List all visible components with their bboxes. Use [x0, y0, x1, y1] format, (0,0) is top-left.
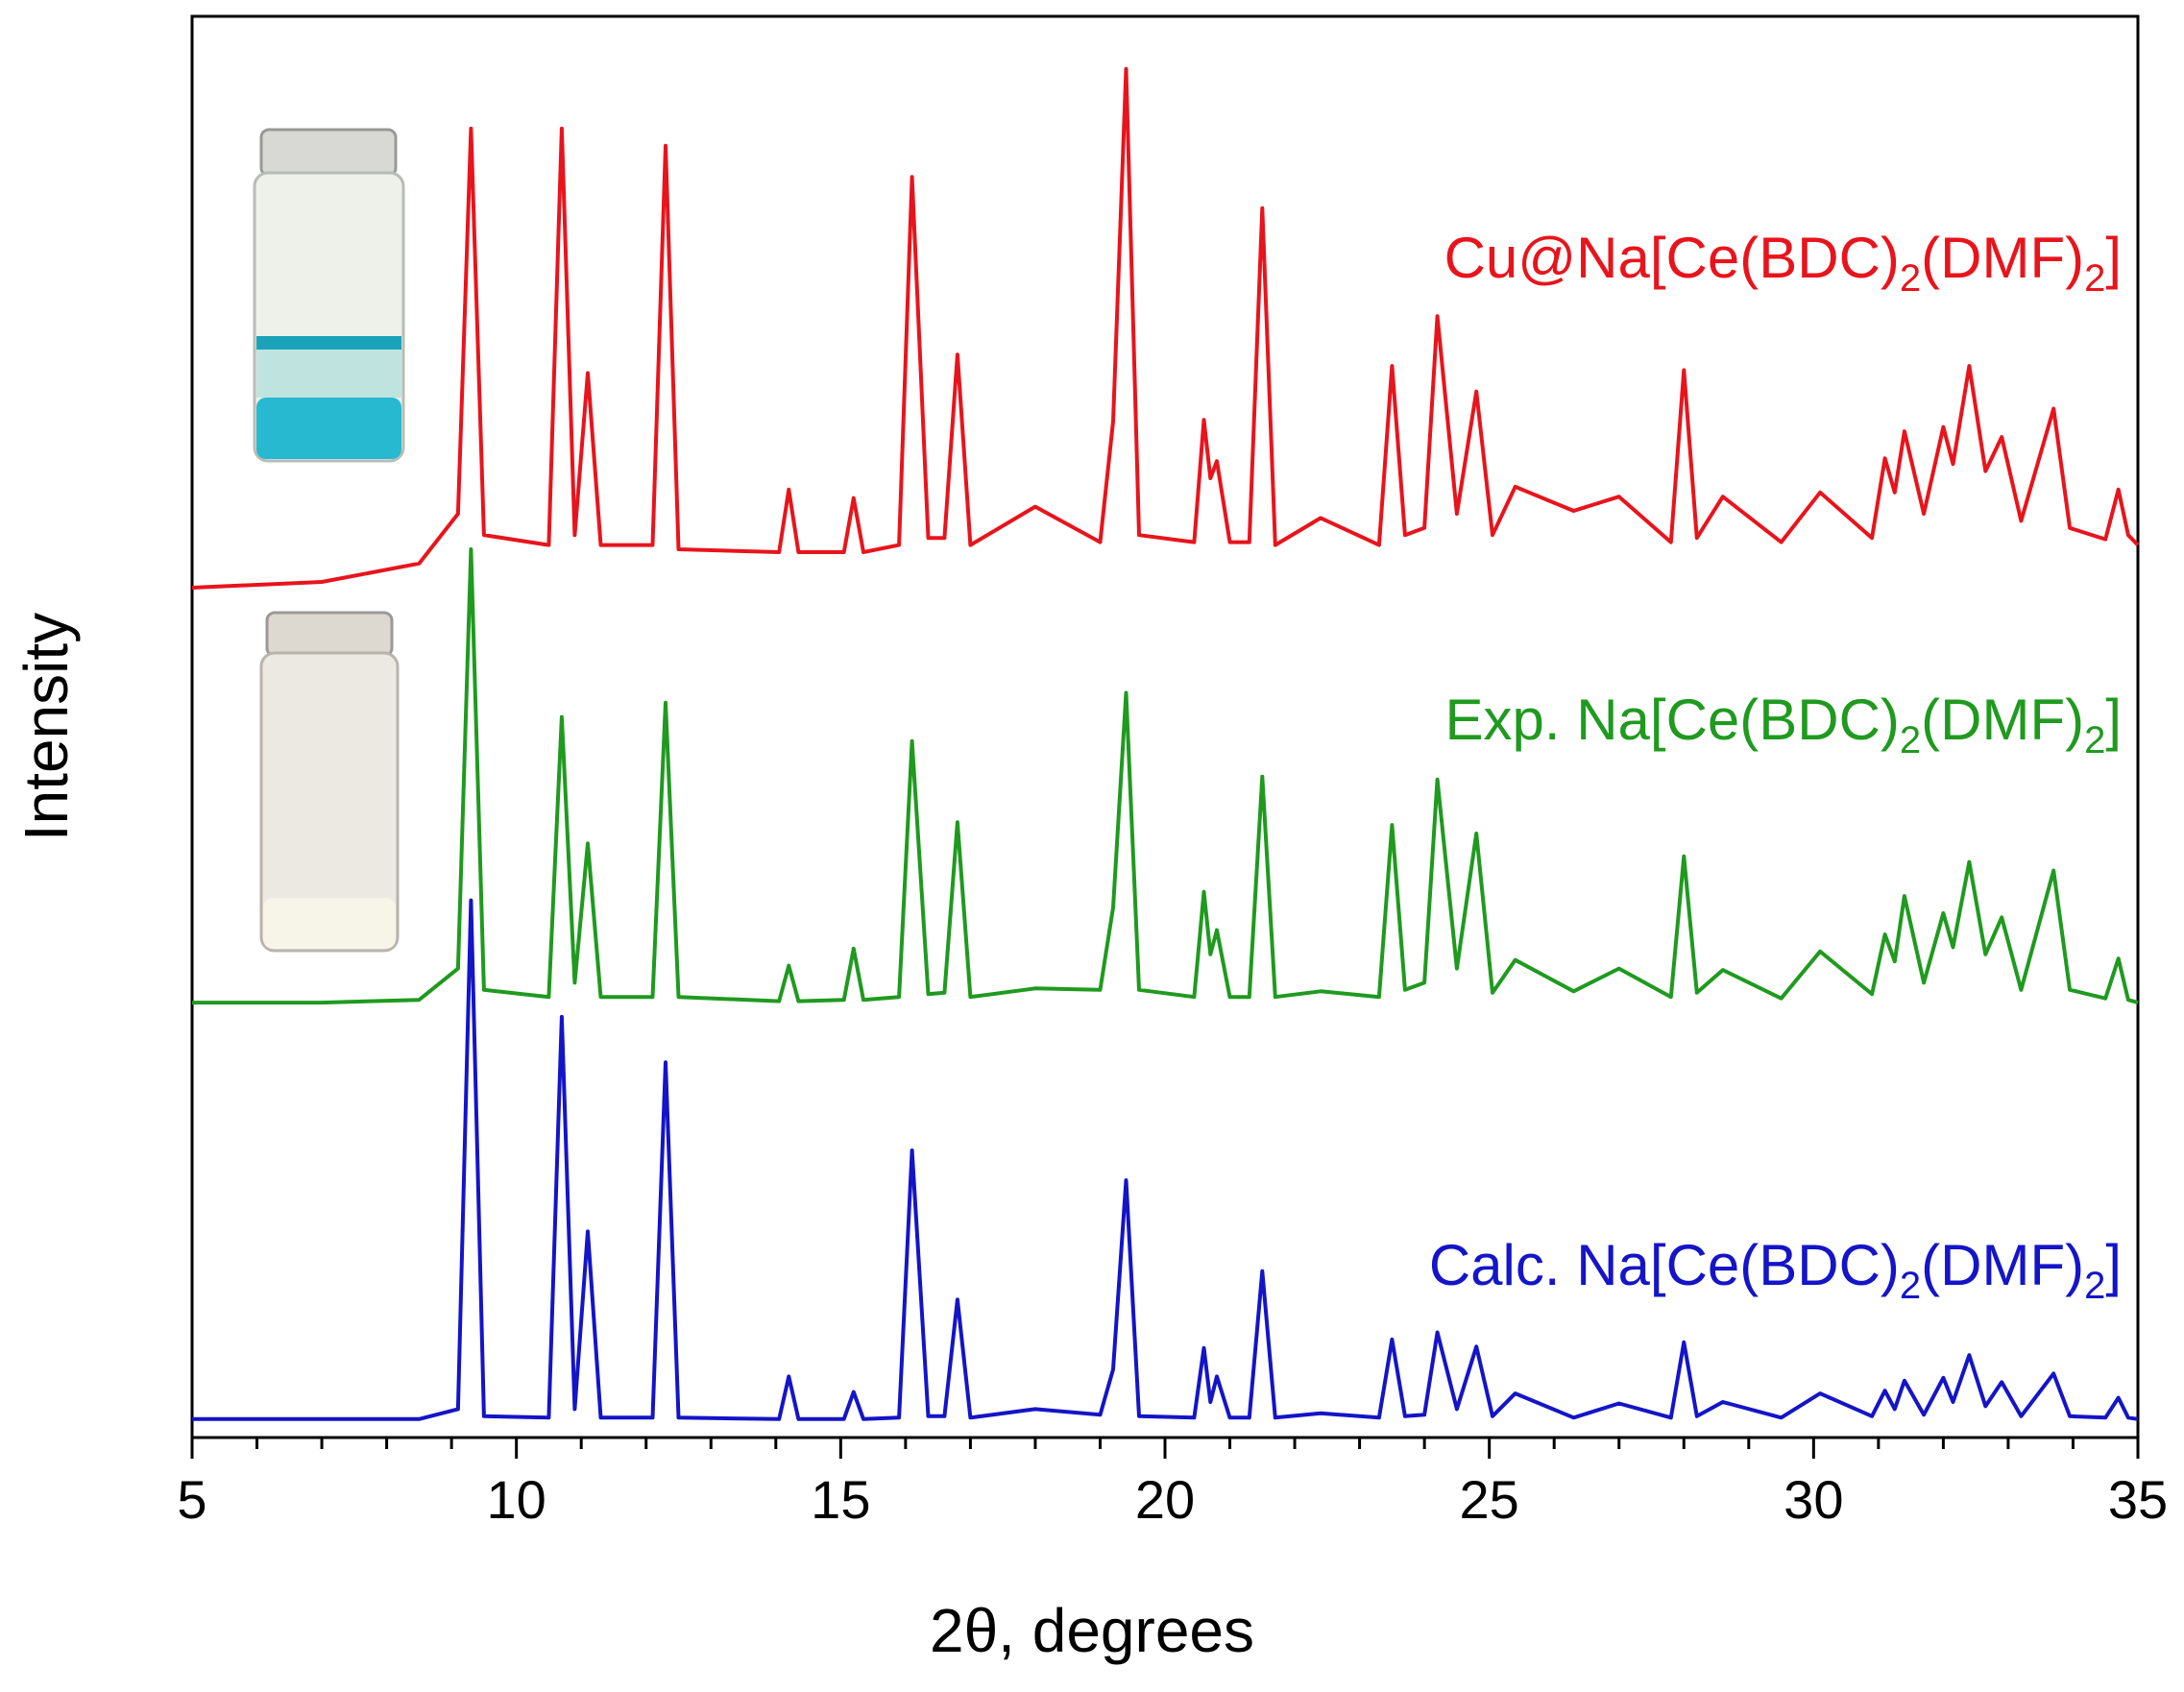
vial-photo-blue — [253, 128, 405, 463]
label-part: (DMF) — [1921, 1233, 2084, 1297]
series-label: Cu@Na[Ce(BDC)2(DMF)2] — [1444, 226, 2122, 300]
series-label: Calc. Na[Ce(BDC)2(DMF)2] — [1429, 1233, 2122, 1307]
x-axis-label: 2θ, degrees — [930, 1596, 1254, 1665]
label-part: ] — [2105, 1233, 2122, 1297]
series-line — [192, 547, 2139, 1005]
series-line — [192, 898, 2139, 1421]
series-line — [191, 66, 2140, 590]
label-part: Exp. Na[Ce(BDC) — [1444, 688, 1899, 752]
series-label: Exp. Na[Ce(BDC)2(DMF)2] — [1444, 688, 2122, 761]
x-tick-label: 20 — [1135, 1469, 1195, 1530]
x-tick-label: 15 — [811, 1469, 870, 1530]
label-part: 2 — [1900, 1265, 1921, 1307]
label-part: Calc. Na[Ce(BDC) — [1429, 1233, 1900, 1297]
label-part: 2 — [1900, 719, 1921, 761]
x-tick-label: 25 — [1460, 1469, 1519, 1530]
x-tick-label: 5 — [177, 1469, 206, 1530]
vial-photo-white — [259, 611, 400, 953]
label-part: Cu@Na[Ce(BDC) — [1444, 226, 1900, 290]
label-part: 2 — [2084, 719, 2105, 761]
label-part: 2 — [1900, 257, 1921, 300]
label-part: ] — [2105, 226, 2122, 290]
label-part: 2 — [2084, 1265, 2105, 1307]
label-part: ] — [2105, 688, 2122, 752]
label-part: 2 — [2084, 257, 2105, 300]
x-tick-label: 10 — [487, 1469, 546, 1530]
label-part: (DMF) — [1921, 226, 2084, 290]
label-part: (DMF) — [1921, 688, 2084, 752]
x-tick-label: 35 — [2108, 1469, 2168, 1530]
y-axis-label: Intensity — [12, 613, 81, 841]
x-tick-label: 30 — [1784, 1469, 1843, 1530]
